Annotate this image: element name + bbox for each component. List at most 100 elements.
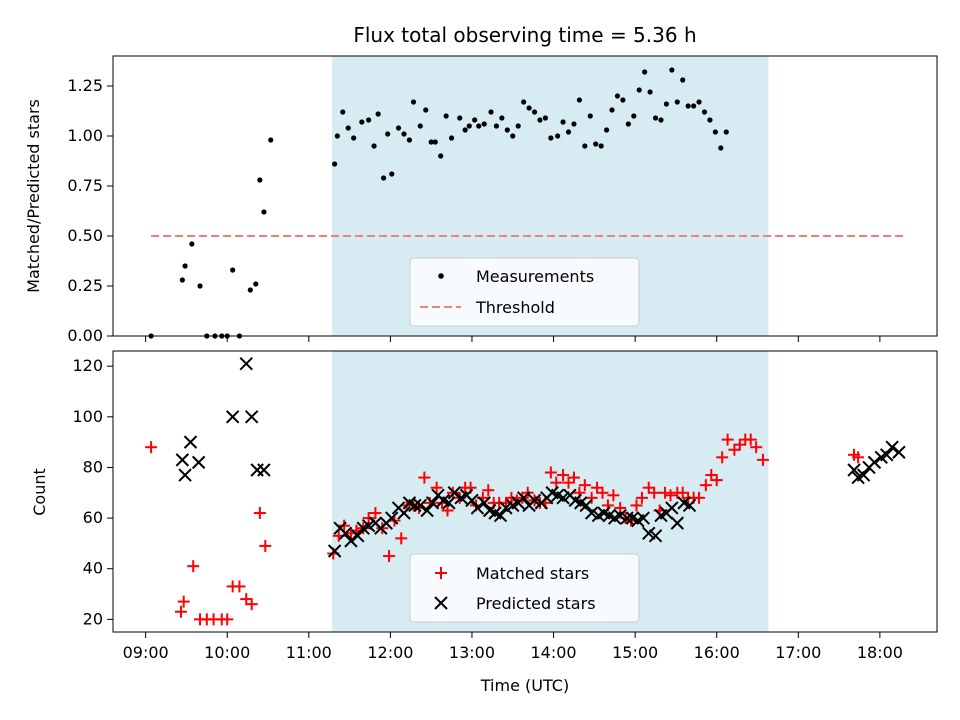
- matched-star-point: [642, 481, 655, 494]
- matched-star-point: [395, 532, 408, 545]
- bottom-x-ticks: 09:00 10:00 11:00 12:00 13:00 14:00 15:00 16:00…: [123, 632, 903, 662]
- x-tick-label: 11:00: [286, 643, 332, 662]
- predicted-star-point: [477, 496, 491, 510]
- top-axes-frame: [112, 55, 938, 337]
- bottom-legend-box: [409, 553, 640, 623]
- matched-star-point: [716, 451, 729, 464]
- measurement-point: [443, 113, 449, 119]
- measurement-point: [636, 87, 642, 93]
- matched-star-point: [664, 489, 677, 502]
- legend-measurements-marker: [438, 273, 444, 279]
- predicted-star-point: [225, 410, 240, 424]
- measurement-point: [253, 281, 259, 287]
- chart-title: Flux total observing time = 5.36 h: [353, 23, 696, 47]
- measurement-point: [542, 115, 548, 121]
- legend-threshold-label: Threshold: [475, 298, 555, 317]
- matched-star-point: [338, 519, 351, 532]
- measurement-point: [476, 123, 482, 129]
- measurement-point: [652, 115, 659, 121]
- matched-star-point: [635, 491, 648, 504]
- bottom-y-tick-label: 100: [72, 407, 103, 426]
- measurement-point: [466, 123, 472, 129]
- predicted-star-point: [175, 453, 190, 467]
- measurement-point: [531, 109, 538, 115]
- measurement-point: [423, 107, 429, 113]
- predicted-star-point: [178, 468, 192, 482]
- measurement-point: [680, 77, 686, 83]
- matched-star-point: [596, 486, 609, 499]
- predicted-star-point: [425, 496, 440, 510]
- bottom-legend: Matched stars Predicted stars: [409, 553, 640, 623]
- matched-star-point: [578, 479, 591, 492]
- measurement-point: [555, 133, 561, 139]
- measurement-point: [723, 129, 729, 135]
- predicted-star-points: [175, 356, 906, 558]
- bottom-y-tick-label: 80: [83, 457, 103, 476]
- x-tick-label: 14:00: [530, 643, 576, 662]
- measurement-point: [603, 127, 610, 133]
- predicted-star-point: [636, 511, 651, 525]
- top-y-tick-label: 1.00: [67, 126, 103, 145]
- legend-predicted-label: Predicted stars: [476, 594, 596, 613]
- measurement-point: [499, 115, 505, 121]
- x-tick-label: 16:00: [694, 643, 740, 662]
- measurement-point: [332, 161, 338, 167]
- measurement-point: [359, 119, 365, 125]
- measurement-point: [261, 209, 267, 215]
- top-y-tick-label: 0.25: [67, 276, 103, 295]
- predicted-star-point: [327, 544, 342, 558]
- measurement-point: [620, 97, 626, 103]
- matched-star-point: [369, 507, 382, 520]
- measurement-point: [268, 137, 274, 143]
- measurement-point: [432, 139, 438, 145]
- measurement-point: [560, 119, 566, 125]
- measurement-point: [526, 105, 532, 111]
- measurement-point: [380, 175, 387, 181]
- predicted-star-point: [885, 440, 899, 454]
- predicted-star-point: [338, 526, 353, 540]
- legend-measurements-label: Measurements: [476, 267, 594, 286]
- matched-star-point: [699, 479, 712, 492]
- measurement-point: [685, 103, 691, 109]
- x-tick-label: 17:00: [775, 643, 821, 662]
- predicted-star-point: [665, 501, 679, 515]
- measurement-point: [340, 109, 346, 115]
- top-y-tick-label: 0.75: [67, 176, 103, 195]
- matched-star-point: [383, 550, 396, 563]
- predicted-star-point: [413, 498, 428, 513]
- measurement-point: [366, 117, 372, 123]
- matched-star-point: [607, 489, 620, 502]
- measurement-point: [197, 283, 203, 289]
- matched-star-point: [245, 598, 258, 611]
- matched-star-point: [676, 486, 689, 499]
- measurement-point: [642, 69, 648, 75]
- measurement-point: [582, 143, 588, 149]
- legend-matched-marker: [435, 567, 447, 579]
- top-legend: Measurements Threshold: [409, 257, 640, 327]
- bottom-axes-frame: [112, 350, 938, 633]
- top-y-axis-title: Matched/Predicted stars: [24, 99, 43, 293]
- predicted-star-point: [493, 508, 508, 523]
- measurement-point: [565, 129, 572, 135]
- measurement-point: [488, 109, 494, 115]
- measurement-point: [334, 133, 340, 139]
- measurement-point: [669, 67, 675, 73]
- bottom-y-tick-label: 40: [83, 559, 103, 578]
- measurement-point: [576, 97, 582, 103]
- measurement-point: [351, 135, 357, 141]
- matched-star-point: [693, 491, 706, 504]
- measurement-point: [389, 171, 395, 177]
- predicted-star-point: [183, 435, 198, 449]
- top-y-tick-label: 0.00: [67, 326, 103, 345]
- measurement-point: [598, 143, 604, 149]
- legend-predicted-marker: [434, 596, 448, 610]
- measurement-point: [521, 99, 527, 105]
- measurement-point: [647, 89, 653, 95]
- measurement-point: [587, 113, 593, 119]
- matched-star-point: [562, 476, 575, 489]
- matched-star-point: [750, 441, 763, 454]
- matched-star-point: [705, 469, 718, 482]
- matched-star-point: [648, 486, 661, 499]
- measurement-point: [718, 145, 724, 151]
